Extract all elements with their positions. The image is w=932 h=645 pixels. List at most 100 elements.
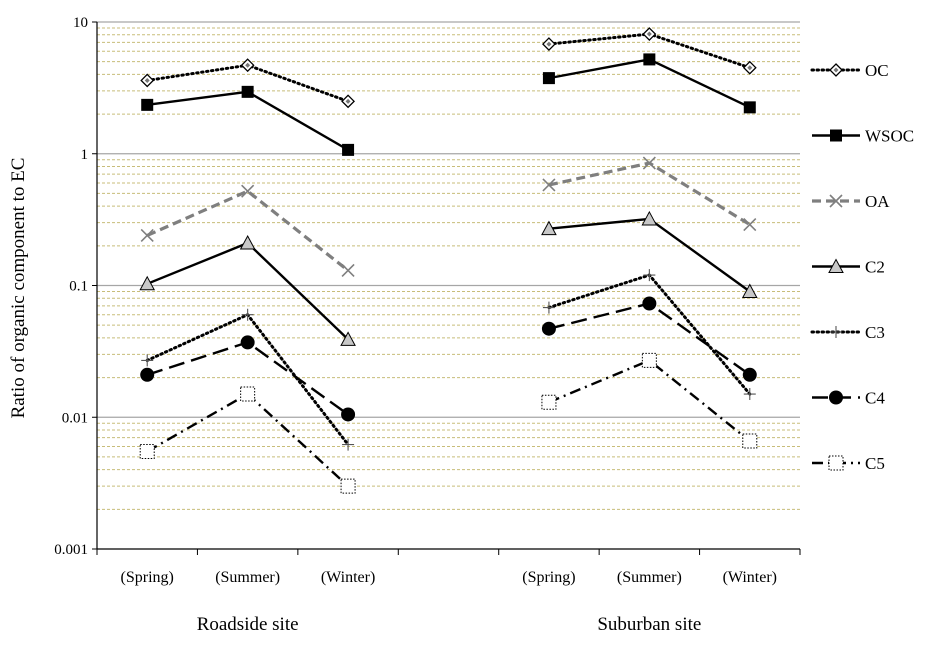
data-point-oc-inner: [646, 31, 652, 37]
data-point-c3: [643, 269, 656, 282]
data-point-wsoc: [643, 53, 656, 66]
data-point-c2: [239, 234, 256, 250]
data-point-wsoc: [141, 98, 154, 111]
data-point-c2: [741, 283, 758, 299]
group-labels: Roadside site Suburban site: [197, 614, 702, 635]
data-point-c3: [342, 438, 355, 451]
y-tick-labels: 0.001 0.01 0.1 1 10: [54, 15, 88, 558]
series-line-c3-roadside: [145, 313, 350, 447]
x-tick-label: (Spring): [522, 569, 575, 586]
data-point-wsoc: [542, 72, 555, 85]
data-point-c3: [241, 308, 254, 321]
legend-entry-oa: OA: [812, 192, 890, 211]
data-point-oa: [140, 228, 154, 242]
legend-label: WSOC: [865, 127, 914, 146]
data-point-oc-inner: [747, 65, 753, 71]
legend-marker: [830, 326, 842, 338]
data-point-c4: [742, 367, 757, 382]
data-point-c2: [139, 275, 156, 291]
data-point-c4: [240, 335, 255, 350]
minor-gridlines: [97, 27, 800, 510]
data-point-c5: [139, 443, 155, 459]
legend-marker: [829, 194, 843, 208]
data-point-oa: [241, 184, 255, 198]
group-label: Roadside site: [197, 614, 299, 635]
legend: OC WSOC OA C2 C3 C4 C5: [810, 61, 914, 473]
legend-label: C5: [865, 454, 885, 473]
series-line-wsoc-suburban: [548, 58, 751, 109]
legend-marker: [830, 129, 842, 142]
data-point-oa: [542, 178, 556, 192]
group-label: Suburban site: [597, 614, 701, 635]
x-tick-label: (Winter): [321, 569, 375, 586]
series-oa: [140, 156, 757, 278]
x-tick-label: (Summer): [617, 569, 682, 586]
data-point-wsoc: [743, 101, 756, 114]
data-point-c3: [542, 301, 555, 314]
data-point-c4: [341, 407, 356, 422]
series-c2: [139, 210, 758, 346]
data-point-c4: [541, 321, 556, 336]
y-tick-label: 1: [81, 147, 89, 163]
data-point-oa: [642, 156, 656, 170]
series-line-c4-roadside: [146, 341, 349, 416]
x-tick-label: (Spring): [121, 569, 174, 586]
legend-marker: [829, 390, 843, 405]
series-line-wsoc-roadside: [147, 90, 349, 151]
legend-label: OA: [865, 192, 890, 211]
axes: [92, 21, 801, 555]
data-point-c3: [743, 388, 756, 401]
data-point-c4: [140, 367, 155, 382]
data-point-c3: [141, 354, 154, 367]
legend-entry-c4: C4: [812, 389, 885, 408]
x-tick-labels: (Spring) (Summer) (Winter) (Spring) (Summer)…: [121, 569, 777, 586]
data-point-c2: [641, 210, 658, 226]
legend-marker-inner: [833, 67, 839, 73]
y-axis-label: Ratio of organic component to EC: [8, 158, 29, 419]
data-point-wsoc: [342, 143, 355, 156]
y-tick-label: 0.01: [62, 410, 88, 426]
y-tick-label: 10: [73, 15, 88, 31]
series-c5: [139, 352, 758, 494]
data-point-c2: [541, 220, 557, 236]
legend-entry-wsoc: WSOC: [812, 127, 914, 146]
y-tick-label: 0.1: [69, 279, 88, 295]
data-point-oa: [743, 218, 757, 232]
data-point-oc-inner: [245, 62, 251, 68]
legend-marker: [828, 258, 844, 273]
x-tick-label: (Winter): [723, 569, 777, 586]
legend-entry-c2: C2: [812, 258, 885, 277]
legend-label: C2: [865, 258, 885, 277]
data-point-c5: [541, 394, 557, 410]
legend-marker: [828, 455, 844, 471]
x-tick-label: (Summer): [215, 569, 280, 586]
data-point-oc-inner: [345, 98, 351, 104]
data-point-oa: [341, 263, 355, 278]
series-c4: [140, 296, 757, 422]
series-c3: [141, 269, 756, 451]
legend-label: C3: [865, 323, 885, 342]
data-point-c5: [340, 478, 356, 494]
y-tick-label: 0.001: [54, 542, 88, 558]
data-point-oc-inner: [144, 77, 150, 83]
data-point-c2: [340, 331, 356, 346]
legend-entry-c3: C3: [810, 323, 885, 342]
series-wsoc: [141, 53, 756, 156]
major-gridlines: [97, 21, 800, 418]
legend-entry-oc: OC: [810, 61, 889, 80]
legend-entry-c5: C5: [812, 454, 885, 473]
series-line-c5-suburban: [548, 359, 751, 442]
series-line-oa-roadside: [146, 189, 350, 272]
data-point-c5: [641, 352, 657, 368]
data-point-c5: [742, 433, 758, 449]
series-line-c3-suburban: [547, 273, 752, 396]
legend-label: OC: [865, 61, 889, 80]
series-layer: [139, 27, 758, 494]
data-point-oc-inner: [546, 41, 552, 47]
series-oc: [140, 27, 757, 109]
data-point-wsoc: [241, 85, 254, 98]
data-point-c4: [642, 296, 657, 311]
data-point-c5: [240, 386, 256, 402]
